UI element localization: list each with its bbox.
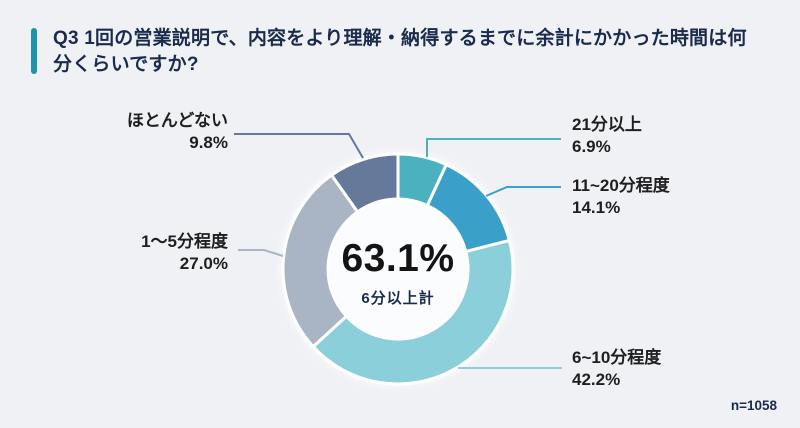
segment-callout-11-20min: 11~20分程度 14.1%: [572, 175, 670, 219]
sample-size-label: n=1058: [730, 398, 777, 413]
title-accent-bar: [31, 28, 37, 74]
segment-callout-1-5min: 1〜5分程度 27.0%: [141, 231, 228, 275]
donut-segment-2: [311, 238, 515, 386]
segment-label: 1〜5分程度: [141, 232, 228, 251]
leader-line-0: [426, 138, 561, 157]
segment-callout-21min-plus: 21分以上 6.9%: [572, 114, 642, 158]
leader-line-3: [238, 249, 284, 257]
center-total-value: 63.1%: [341, 237, 455, 280]
segment-label: 21分以上: [572, 115, 642, 134]
donut-segment-4: [329, 152, 400, 214]
segment-callout-almost-none: ほとんどない 9.8%: [127, 110, 228, 154]
leader-line-4: [234, 133, 364, 159]
segment-percent: 9.8%: [189, 133, 228, 152]
segment-label: 11~20分程度: [572, 176, 670, 195]
segment-callout-6-10min: 6~10分程度 42.2%: [572, 347, 661, 391]
center-total-caption: 6分以上計: [361, 290, 435, 307]
segment-percent: 6.9%: [572, 137, 611, 156]
leader-line-1: [485, 186, 561, 197]
segment-label: 6~10分程度: [572, 348, 662, 367]
donut-segments: [281, 152, 515, 386]
question-title: Q3 1回の営業説明で、内容をより理解・納得するまでに余計にかかった時間は何分く…: [53, 28, 747, 75]
segment-percent: 14.1%: [572, 198, 621, 217]
question-header: Q3 1回の営業説明で、内容をより理解・納得するまでに余計にかかった時間は何分く…: [31, 26, 759, 78]
segment-percent: 27.0%: [179, 254, 228, 273]
segment-label: ほとんどない: [126, 111, 228, 130]
segment-percent: 42.2%: [572, 370, 621, 389]
center-total-label: 63.1% 6分以上計: [288, 238, 508, 308]
donut-hole: [329, 200, 467, 338]
